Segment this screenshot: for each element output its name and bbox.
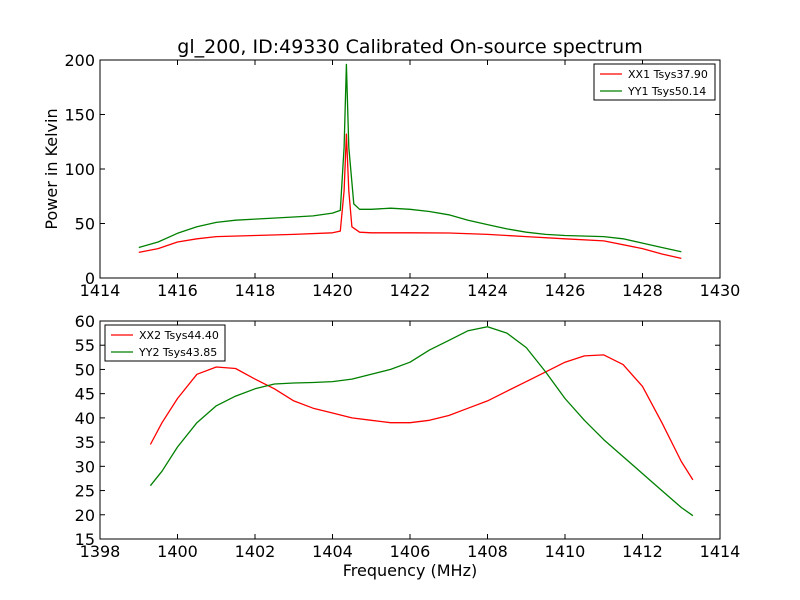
top-x-tick-label: 1426 bbox=[545, 281, 586, 300]
x-axis-label: Frequency (MHz) bbox=[343, 561, 477, 580]
top-y-tick-label: 100 bbox=[64, 160, 95, 179]
bottom-y-tick-label: 55 bbox=[75, 336, 95, 355]
bottom-x-tick-label: 1408 bbox=[467, 542, 508, 561]
top-x-tick-label: 1428 bbox=[622, 281, 663, 300]
bottom-y-tick-label: 35 bbox=[75, 433, 95, 452]
bottom-x-tick-label: 1398 bbox=[80, 542, 121, 561]
bottom-y-tick-label: 45 bbox=[75, 385, 95, 404]
bottom-legend: XX2 Tsys44.40 YY2 Tsys43.85 bbox=[104, 324, 226, 362]
legend-label-yy1: YY1 Tsys50.14 bbox=[627, 85, 706, 98]
bottom-x-tick-label: 1412 bbox=[622, 542, 663, 561]
bottom-series-line-2 bbox=[149, 326, 694, 517]
bottom-x-tick-label: 1406 bbox=[390, 542, 431, 561]
legend-label-xx1: XX1 Tsys37.90 bbox=[628, 68, 708, 81]
bottom-x-tick-label: 1414 bbox=[700, 542, 741, 561]
bottom-series-line-1 bbox=[149, 354, 694, 481]
bottom-y-tick-label: 40 bbox=[75, 409, 95, 428]
bottom-y-tick-label: 20 bbox=[75, 506, 95, 525]
bottom-x-tick-label: 1404 bbox=[312, 542, 353, 561]
top-legend: XX1 Tsys37.90 YY1 Tsys50.14 bbox=[593, 63, 716, 101]
top-y-tick-label: 50 bbox=[75, 215, 95, 234]
bottom-y-tick-label: 30 bbox=[75, 457, 95, 476]
top-x-tick-label: 1414 bbox=[80, 281, 121, 300]
legend-label-yy2: YY2 Tsys43.85 bbox=[138, 346, 217, 359]
top-chart: gl_200, ID:49330 Calibrated On-source sp… bbox=[42, 36, 740, 300]
top-x-tick-label: 1420 bbox=[312, 281, 353, 300]
bottom-x-tick-label: 1402 bbox=[235, 542, 276, 561]
bottom-series-lines bbox=[149, 326, 694, 517]
bottom-y-tick-label: 15 bbox=[75, 530, 95, 549]
top-x-tick-label: 1430 bbox=[700, 281, 741, 300]
top-y-tick-label: 0 bbox=[85, 269, 95, 288]
top-x-tick-label: 1416 bbox=[157, 281, 198, 300]
top-x-tick-label: 1422 bbox=[390, 281, 431, 300]
chart-title: gl_200, ID:49330 Calibrated On-source sp… bbox=[177, 36, 642, 58]
bottom-axis-ticks: 1398 1400 1402 1404 1406 1408 1410 1412 1414 15 20… bbox=[75, 312, 741, 561]
top-series-line-2 bbox=[138, 63, 682, 253]
top-y-tick-label: 200 bbox=[64, 51, 95, 70]
top-y-tick-label: 150 bbox=[64, 106, 95, 125]
legend-label-xx2: XX2 Tsys44.40 bbox=[139, 329, 219, 342]
bottom-legend-box bbox=[104, 324, 226, 362]
top-legend-box bbox=[593, 63, 716, 101]
top-x-tick-label: 1424 bbox=[467, 281, 508, 300]
bottom-x-tick-label: 1410 bbox=[545, 542, 586, 561]
bottom-y-tick-label: 25 bbox=[75, 482, 95, 501]
top-x-tick-label: 1418 bbox=[235, 281, 276, 300]
bottom-y-tick-label: 50 bbox=[75, 360, 95, 379]
bottom-y-tick-label: 60 bbox=[75, 312, 95, 331]
bottom-chart: 1398 1400 1402 1404 1406 1408 1410 1412 1414 15 20… bbox=[75, 312, 741, 580]
top-y-axis-label: Power in Kelvin bbox=[42, 108, 61, 229]
top-series-line-1 bbox=[138, 133, 682, 260]
top-series-lines bbox=[138, 63, 682, 260]
bottom-x-tick-label: 1400 bbox=[157, 542, 198, 561]
top-axis-ticks: 1414 1416 1418 1420 1422 1424 1426 1428 1430 0 50 1… bbox=[64, 51, 740, 300]
